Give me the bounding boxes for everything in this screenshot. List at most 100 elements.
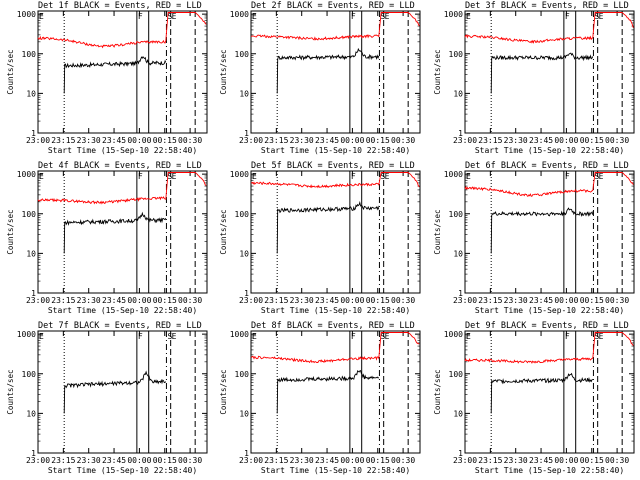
y-tick-label: 100: [22, 50, 37, 59]
x-tick-label: 23:15: [51, 296, 75, 305]
y-tick-label: 1000: [230, 170, 249, 179]
lld-series-line: [250, 12, 420, 41]
time-marker-label: F: [351, 12, 356, 21]
x-tick-label: 00:00: [340, 456, 364, 465]
start-marker-label: E: [252, 12, 257, 21]
x-tick-label: 00:15: [580, 456, 604, 465]
y-tick-label: 1: [244, 129, 249, 138]
x-tick-label: 23:15: [478, 136, 502, 145]
x-tick-label: 00:30: [391, 296, 415, 305]
time-marker-label: E: [599, 172, 604, 181]
lld-series-line: [250, 172, 420, 189]
time-marker-label: E: [599, 12, 604, 21]
x-tick-label: 23:30: [290, 456, 314, 465]
y-tick-label: 1000: [17, 330, 36, 339]
time-marker-label: F: [138, 332, 143, 341]
lld-series-line: [464, 12, 634, 44]
time-marker-label: E: [385, 172, 390, 181]
y-tick-label: 1000: [444, 170, 463, 179]
x-tick-label: 23:00: [453, 136, 477, 145]
x-tick-label: 23:00: [453, 456, 477, 465]
y-tick-label: 100: [235, 210, 250, 219]
time-marker-label: F: [565, 332, 570, 341]
plot-frame: [37, 10, 208, 134]
y-axis-label: Counts/sec: [433, 49, 442, 94]
x-tick-label: 23:15: [264, 136, 288, 145]
y-tick-label: 1: [31, 449, 36, 458]
time-marker-label: E: [599, 332, 604, 341]
y-tick-label: 10: [26, 249, 36, 258]
x-tick-label: 23:00: [453, 296, 477, 305]
x-axis-label: Start Time (15-Sep-10 22:58:40): [48, 146, 197, 155]
y-tick-label: 1: [244, 449, 249, 458]
x-tick-label: 00:30: [605, 456, 629, 465]
x-tick-label: 00:15: [366, 456, 390, 465]
x-tick-label: 00:30: [391, 456, 415, 465]
y-axis-label: Counts/sec: [219, 209, 228, 254]
y-tick-label: 1: [31, 289, 36, 298]
plot-frame: [464, 170, 635, 294]
x-axis-label: Start Time (15-Sep-10 22:58:40): [475, 306, 624, 315]
plot-frame: [37, 330, 208, 454]
plot-title: Det 5f BLACK = Events, RED = LLD: [251, 161, 415, 171]
x-tick-label: 00:30: [178, 296, 202, 305]
detector-plot-4: Det 4f BLACK = Events, RED = LLD 1 10 100 10…: [6, 161, 208, 315]
x-tick-label: 00:00: [554, 136, 578, 145]
y-tick-label: 1: [31, 129, 36, 138]
y-tick-label: 1000: [17, 10, 36, 19]
x-tick-label: 23:00: [239, 296, 263, 305]
x-tick-label: 00:00: [127, 456, 151, 465]
plot-frame: [250, 10, 421, 134]
start-marker-label: E: [39, 172, 44, 181]
time-marker-label: F: [351, 332, 356, 341]
events-series-line: [276, 370, 380, 414]
time-marker-label: S: [380, 332, 385, 341]
plot-title: Det 8f BLACK = Events, RED = LLD: [251, 321, 415, 331]
y-tick-label: 1: [458, 449, 463, 458]
y-tick-label: 100: [449, 210, 464, 219]
y-tick-label: 1000: [230, 10, 249, 19]
lld-series-line: [464, 172, 634, 197]
x-tick-label: 00:15: [580, 296, 604, 305]
x-tick-label: 00:15: [580, 136, 604, 145]
x-tick-label: 23:30: [77, 136, 101, 145]
events-series-line: [276, 47, 380, 94]
x-tick-label: 23:30: [504, 296, 528, 305]
x-tick-label: 23:15: [478, 296, 502, 305]
detector-plot-8: Det 8f BLACK = Events, RED = LLD 1 10 100 10…: [219, 321, 421, 475]
time-marker-label: E: [172, 12, 177, 21]
x-axis-label: Start Time (15-Sep-10 22:58:40): [475, 466, 624, 475]
x-tick-label: 23:45: [315, 136, 339, 145]
y-tick-label: 10: [26, 89, 36, 98]
x-tick-label: 23:45: [315, 296, 339, 305]
events-series-line: [490, 52, 594, 94]
y-tick-label: 10: [239, 89, 249, 98]
time-marker-label: S: [167, 332, 172, 341]
plot-frame: [464, 10, 635, 134]
time-marker-label: F: [565, 12, 570, 21]
y-tick-label: 100: [235, 370, 250, 379]
time-marker-label: F: [565, 172, 570, 181]
detector-plot-9: Det 9f BLACK = Events, RED = LLD 1 10 100 10…: [433, 321, 635, 475]
x-tick-label: 23:30: [504, 456, 528, 465]
x-tick-label: 23:15: [51, 136, 75, 145]
x-tick-label: 23:15: [264, 456, 288, 465]
x-tick-label: 23:15: [51, 456, 75, 465]
y-axis-label: Counts/sec: [6, 209, 15, 254]
y-tick-label: 1000: [444, 10, 463, 19]
plot-title: Det 6f BLACK = Events, RED = LLD: [465, 161, 629, 171]
start-marker-label: E: [466, 172, 471, 181]
x-tick-label: 23:30: [290, 296, 314, 305]
start-marker-label: E: [39, 332, 44, 341]
y-tick-label: 10: [453, 89, 463, 98]
x-axis-label: Start Time (15-Sep-10 22:58:40): [48, 466, 197, 475]
plot-frame: [250, 170, 421, 294]
plot-title: Det 4f BLACK = Events, RED = LLD: [38, 161, 202, 171]
x-axis-label: Start Time (15-Sep-10 22:58:40): [48, 306, 197, 315]
lld-series-line: [250, 332, 420, 364]
plot-frame: [464, 330, 635, 454]
events-series-line: [490, 372, 593, 414]
y-axis-label: Counts/sec: [6, 49, 15, 94]
y-axis-label: Counts/sec: [219, 49, 228, 94]
plot-title: Det 3f BLACK = Events, RED = LLD: [465, 1, 629, 11]
